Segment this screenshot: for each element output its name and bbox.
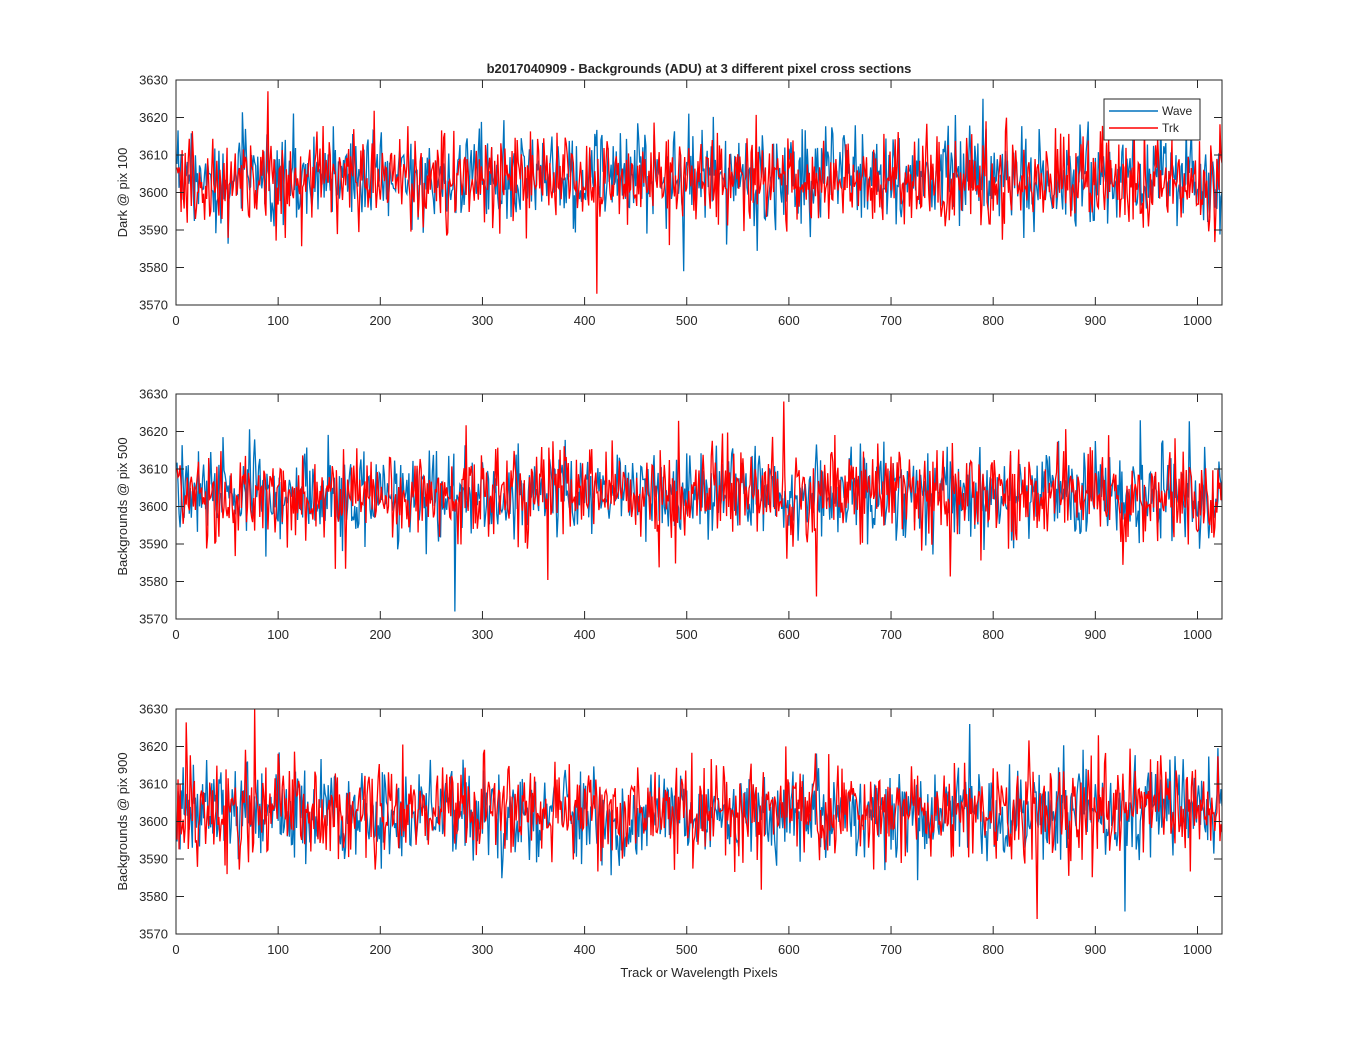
x-tick-label: 800 bbox=[982, 627, 1004, 642]
y-axis-label: Backgrounds @ pix 500 bbox=[115, 437, 130, 575]
y-tick-label: 3590 bbox=[139, 537, 168, 552]
x-tick-label: 800 bbox=[982, 313, 1004, 328]
y-tick-label: 3600 bbox=[139, 814, 168, 829]
y-tick-label: 3620 bbox=[139, 739, 168, 754]
x-tick-label: 200 bbox=[369, 313, 391, 328]
x-tick-label: 1000 bbox=[1183, 313, 1212, 328]
series-line-trk bbox=[176, 401, 1222, 597]
x-tick-label: 900 bbox=[1084, 942, 1106, 957]
plot-area bbox=[176, 394, 1222, 619]
x-tick-label: 300 bbox=[472, 313, 494, 328]
y-axis-label: Backgrounds @ pix 900 bbox=[115, 752, 130, 890]
subplot-2: 0 100 200 300 400 500 600 700 800 900 1000 3570 3580… bbox=[115, 387, 1223, 642]
y-tick-label: 3600 bbox=[139, 185, 168, 200]
x-tick-label: 300 bbox=[472, 627, 494, 642]
x-tick-label: 500 bbox=[676, 627, 698, 642]
y-tick-label: 3580 bbox=[139, 889, 168, 904]
x-tick-label: 800 bbox=[982, 942, 1004, 957]
y-tick-label: 3610 bbox=[139, 462, 168, 477]
series-line-trk bbox=[176, 709, 1222, 920]
x-tick-label: 400 bbox=[574, 313, 596, 328]
y-tick-label: 3570 bbox=[139, 298, 168, 313]
chart-title: b2017040909 - Backgrounds (ADU) at 3 dif… bbox=[487, 61, 912, 76]
x-tick-label: 100 bbox=[267, 942, 289, 957]
subplot-1: 0 100 200 300 400 500 600 700 800 900 1000 3570 3580… bbox=[115, 73, 1223, 328]
x-tick-label: 700 bbox=[880, 942, 902, 957]
legend-label-wave: Wave bbox=[1162, 104, 1193, 118]
x-tick-label: 700 bbox=[880, 313, 902, 328]
y-tick-label: 3570 bbox=[139, 927, 168, 942]
legend-box bbox=[1103, 98, 1201, 141]
x-tick-label: 600 bbox=[778, 627, 800, 642]
y-tick-label: 3580 bbox=[139, 574, 168, 589]
x-tick-label: 500 bbox=[676, 313, 698, 328]
x-axis-label: Track or Wavelength Pixels bbox=[620, 965, 778, 980]
y-tick-label: 3630 bbox=[139, 73, 168, 88]
x-tick-label: 400 bbox=[574, 942, 596, 957]
x-tick-label: 0 bbox=[172, 942, 179, 957]
legend-label-trk: Trk bbox=[1162, 121, 1180, 135]
x-tick-label: 900 bbox=[1084, 313, 1106, 328]
y-tick-label: 3590 bbox=[139, 852, 168, 867]
y-tick-label: 3610 bbox=[139, 777, 168, 792]
y-tick-label: 3610 bbox=[139, 148, 168, 163]
y-tick-label: 3600 bbox=[139, 499, 168, 514]
x-tick-label: 1000 bbox=[1183, 942, 1212, 957]
x-tick-label: 0 bbox=[172, 627, 179, 642]
y-tick-label: 3570 bbox=[139, 612, 168, 627]
y-tick-label: 3580 bbox=[139, 260, 168, 275]
x-tick-label: 600 bbox=[778, 942, 800, 957]
y-tick-label: 3620 bbox=[139, 110, 168, 125]
x-tick-label: 300 bbox=[472, 942, 494, 957]
x-tick-label: 200 bbox=[369, 942, 391, 957]
subplot-panels: 0 100 200 300 400 500 600 700 800 900 100035703580… bbox=[115, 73, 1223, 957]
x-tick-label: 200 bbox=[369, 627, 391, 642]
x-tick-label: 600 bbox=[778, 313, 800, 328]
x-tick-label: 0 bbox=[172, 313, 179, 328]
x-tick-label: 100 bbox=[267, 627, 289, 642]
series-line-trk bbox=[176, 91, 1222, 294]
legend: Wave Trk bbox=[1103, 98, 1201, 141]
x-tick-label: 100 bbox=[267, 313, 289, 328]
y-tick-label: 3630 bbox=[139, 702, 168, 717]
x-tick-label: 700 bbox=[880, 627, 902, 642]
y-tick-label: 3590 bbox=[139, 223, 168, 238]
x-tick-label: 500 bbox=[676, 942, 698, 957]
x-tick-label: 1000 bbox=[1183, 627, 1212, 642]
x-tick-label: 400 bbox=[574, 627, 596, 642]
x-tick-label: 900 bbox=[1084, 627, 1106, 642]
subplot-3: 0 100 200 300 400 500 600 700 800 900 1000 3570 3580… bbox=[115, 702, 1223, 957]
y-axis-label: Dark @ pix 100 bbox=[115, 148, 130, 238]
y-tick-label: 3630 bbox=[139, 387, 168, 402]
y-tick-label: 3620 bbox=[139, 424, 168, 439]
